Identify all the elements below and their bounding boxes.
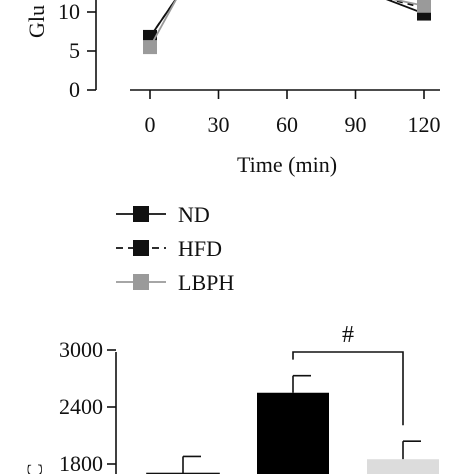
- series-line-hfd: [149, 0, 177, 38]
- line-y-tick-label: 0: [69, 77, 80, 102]
- bar-chart-annotation: #: [292, 322, 404, 426]
- significance-marker: #: [342, 322, 354, 348]
- bar-y-tick-label: 3000: [59, 337, 103, 362]
- line-x-tick-label: 0: [145, 112, 156, 137]
- line-chart: Glu 0 5 10 0 30 60 90 120 Time (min): [24, 0, 441, 177]
- bar-y-tick-label: 2400: [59, 394, 103, 419]
- bar-lbph: [367, 459, 439, 474]
- line-chart-y-axis-label: Glu: [24, 5, 49, 38]
- bar-chart: C 1800 2400 3000 #: [22, 322, 439, 474]
- line-x-tick-label: 30: [208, 112, 230, 137]
- line-chart-series: [143, 0, 431, 55]
- significance-bracket: [292, 351, 404, 426]
- series-line-hfd: [389, 0, 425, 9]
- legend-label-nd: ND: [178, 202, 210, 227]
- line-chart-x-ticks: 0 30 60 90 120: [145, 90, 441, 137]
- bar-chart-bars: [146, 374, 439, 474]
- series-line-lbph: [149, 0, 177, 48]
- chart-legend: ND HFD LBPH: [116, 202, 234, 295]
- bar-chart-y-ticks: 1800 2400 3000: [59, 337, 116, 474]
- line-y-tick-label: 5: [69, 38, 80, 63]
- line-y-tick-label: 10: [58, 0, 80, 24]
- bar-chart-y-axis-label: C: [22, 463, 47, 474]
- series-line-nd: [385, 0, 425, 15]
- series-line-lbph: [392, 0, 425, 7]
- line-chart-x-axis-label: Time (min): [237, 152, 337, 177]
- series-point-lbph: [143, 40, 157, 55]
- bar-y-tick-label: 1800: [59, 451, 103, 474]
- legend-label-lbph: LBPH: [178, 270, 234, 295]
- series-point-lbph: [417, 0, 431, 13]
- legend-label-hfd: HFD: [178, 236, 222, 261]
- legend-marker-nd: [133, 206, 149, 222]
- line-x-tick-label: 120: [408, 112, 441, 137]
- legend-marker-hfd: [133, 240, 149, 256]
- line-chart-y-ticks: 0 5 10: [58, 0, 96, 102]
- legend-marker-lbph: [133, 274, 149, 290]
- line-x-tick-label: 90: [345, 112, 367, 137]
- bar-hfd: [257, 392, 329, 474]
- line-x-tick-label: 60: [276, 112, 298, 137]
